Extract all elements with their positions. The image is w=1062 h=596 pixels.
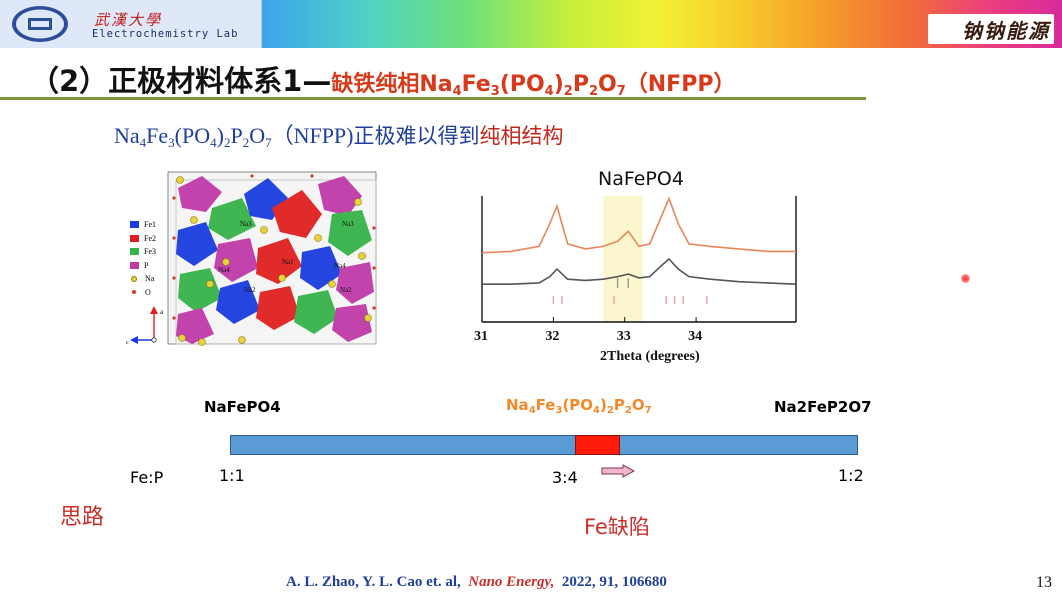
legend-row: Fe2 [130,232,156,246]
site-label: Na3 [240,220,252,228]
crystal-structure-figure: Na3 Na3 Na4 Na1 Na4 Na2 Na2 a c [126,171,377,346]
legend-swatch [130,248,139,256]
slide-subtitle: Na4Fe3(PO4)2P2O7（NFPP)正极难以得到纯相结构 [114,123,564,150]
right-arrow-icon [601,464,635,478]
legend-row: O [130,286,156,300]
legend-label: Fe2 [144,233,156,243]
axis-label-a: a [160,308,164,316]
legend-label: P [144,260,149,270]
legend-row: Fe1 [130,218,156,232]
ratio-right: 1:2 [838,466,864,485]
brand-box [928,14,1054,44]
site-label: Na2 [244,286,256,294]
university-seal-icon [12,6,68,42]
site-label: Na1 [282,258,294,266]
left-compound: NaFePO4 [204,398,281,416]
legend-row: P [130,259,156,273]
legend-row: Na [130,272,156,286]
legend-row: Fe3 [130,245,156,259]
xrd-series-line-2 [482,257,797,285]
ratio-mid: 3:4 [552,468,578,487]
x-tick-label: 32 [545,329,559,344]
x-tick-label: 31 [474,329,488,344]
university-name: 武漢大學 [94,11,163,29]
brand-text: 钠钠能源 [962,19,1050,43]
slide-title: （2）正极材料体系1—缺铁纯相Na4Fe3(PO4)2P2O7（NFPP） [30,58,735,100]
logo-area: 武漢大學 Electrochemistry Lab [0,0,262,48]
mid-compound: Na4Fe3(PO4)2P2O7 [506,396,652,416]
legend-dot [132,290,136,295]
nfpp-marker [575,435,620,455]
legend-swatch [130,221,139,229]
laser-pointer-icon [961,274,970,283]
idea-label: 思路 [60,505,105,530]
legend-label: Na [145,274,155,284]
title-sub: 缺铁纯相Na4Fe3(PO4)2P2O7（NFPP） [331,72,736,99]
xrd-chart: 31 32 33 34 2Theta (degrees) [474,196,797,364]
fe-p-ratio-bar [230,435,858,455]
x-tick-label: 33 [617,329,631,344]
x-tick-label: 34 [688,329,702,344]
title-main: （2）正极材料体系1— [30,64,332,98]
legend-swatch [130,234,139,242]
fe-defect-label: Fe缺陷 [584,515,650,539]
x-axis-label: 2Theta (degrees) [600,349,700,364]
legend-dot [131,275,137,282]
xrd-series-line-1 [481,196,796,254]
legend-label: Fe1 [144,220,156,230]
crystal-axis-icon: a c [126,306,164,346]
axis-label-c: c [126,340,129,346]
right-compound: Na2FeP2O7 [774,398,872,416]
site-label: Na4 [218,266,230,274]
chart-title: NaFePO4 [598,168,684,190]
ratio-left: 1:1 [219,466,245,485]
page-number: 13 [1036,574,1052,591]
legend-label: O [145,287,151,297]
site-label: Na3 [342,220,354,228]
title-divider [0,97,866,100]
citation: A. L. Zhao, Y. L. Cao et. al, Nano Energ… [286,574,667,590]
axis-label-fe-p: Fe:P [130,468,164,487]
legend-swatch [130,261,139,269]
highlight-band [603,196,643,322]
legend-label: Fe3 [144,247,156,257]
site-label: Na2 [340,286,352,294]
crystal-legend: Fe1 Fe2 Fe3 P Na O [130,218,156,299]
lab-name: Electrochemistry Lab [92,28,239,40]
site-label: Na4 [334,262,346,270]
